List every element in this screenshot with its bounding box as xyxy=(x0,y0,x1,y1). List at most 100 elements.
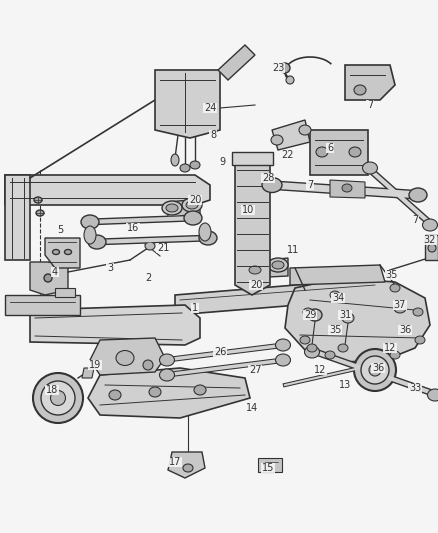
Ellipse shape xyxy=(183,464,193,472)
Polygon shape xyxy=(5,175,210,205)
Ellipse shape xyxy=(390,284,400,292)
Text: 32: 32 xyxy=(424,235,436,245)
Text: 12: 12 xyxy=(384,343,396,353)
Ellipse shape xyxy=(307,344,317,352)
Ellipse shape xyxy=(342,313,354,323)
Text: 19: 19 xyxy=(89,360,101,370)
Text: 11: 11 xyxy=(287,245,299,255)
Ellipse shape xyxy=(413,308,423,316)
Polygon shape xyxy=(55,288,75,297)
Text: 6: 6 xyxy=(327,143,333,153)
Ellipse shape xyxy=(268,258,288,272)
Ellipse shape xyxy=(64,249,71,254)
Text: 23: 23 xyxy=(272,63,284,73)
Text: 27: 27 xyxy=(249,365,261,375)
Ellipse shape xyxy=(272,261,284,269)
Ellipse shape xyxy=(180,164,190,172)
Ellipse shape xyxy=(50,391,66,406)
Ellipse shape xyxy=(34,197,42,203)
Ellipse shape xyxy=(149,387,161,397)
Polygon shape xyxy=(30,305,200,345)
Ellipse shape xyxy=(271,135,283,145)
Ellipse shape xyxy=(171,154,179,166)
Text: 17: 17 xyxy=(169,457,181,467)
Ellipse shape xyxy=(166,204,178,212)
Ellipse shape xyxy=(162,201,182,215)
Ellipse shape xyxy=(342,184,352,192)
Ellipse shape xyxy=(299,125,311,135)
Polygon shape xyxy=(168,452,205,478)
Polygon shape xyxy=(258,458,282,472)
Text: 1: 1 xyxy=(192,303,198,313)
Polygon shape xyxy=(218,45,255,80)
Polygon shape xyxy=(90,338,165,375)
Ellipse shape xyxy=(300,336,310,344)
Text: 33: 33 xyxy=(409,383,421,393)
Polygon shape xyxy=(285,278,430,362)
Ellipse shape xyxy=(190,161,200,169)
Ellipse shape xyxy=(325,351,335,359)
Ellipse shape xyxy=(415,336,425,344)
Ellipse shape xyxy=(303,308,313,316)
Ellipse shape xyxy=(423,219,438,231)
Ellipse shape xyxy=(84,226,96,244)
Ellipse shape xyxy=(184,211,202,225)
Text: 35: 35 xyxy=(386,270,398,280)
Polygon shape xyxy=(88,368,250,418)
Ellipse shape xyxy=(363,162,378,174)
Ellipse shape xyxy=(145,242,155,250)
Polygon shape xyxy=(290,265,385,285)
Text: 4: 4 xyxy=(52,267,58,277)
Ellipse shape xyxy=(286,76,294,84)
Text: 8: 8 xyxy=(210,130,216,140)
Polygon shape xyxy=(30,262,68,295)
Text: 14: 14 xyxy=(246,403,258,413)
Polygon shape xyxy=(175,278,385,315)
Ellipse shape xyxy=(308,309,322,321)
Ellipse shape xyxy=(109,390,121,400)
Ellipse shape xyxy=(338,344,348,352)
Ellipse shape xyxy=(354,85,366,95)
Ellipse shape xyxy=(304,346,319,358)
Polygon shape xyxy=(155,70,220,138)
Text: 20: 20 xyxy=(250,280,262,290)
Ellipse shape xyxy=(354,349,396,391)
Text: 2: 2 xyxy=(145,273,151,283)
Text: 10: 10 xyxy=(242,205,254,215)
Text: 7: 7 xyxy=(307,180,313,190)
Ellipse shape xyxy=(390,351,400,359)
Text: 12: 12 xyxy=(314,365,326,375)
Text: 22: 22 xyxy=(282,150,294,160)
Ellipse shape xyxy=(159,354,174,366)
Polygon shape xyxy=(5,295,80,315)
Ellipse shape xyxy=(53,249,60,254)
Ellipse shape xyxy=(186,201,198,209)
Text: 3: 3 xyxy=(107,263,113,273)
Ellipse shape xyxy=(194,385,206,395)
Polygon shape xyxy=(272,120,310,150)
Text: 7: 7 xyxy=(367,100,373,110)
Ellipse shape xyxy=(409,188,427,202)
Text: 18: 18 xyxy=(46,385,58,395)
Polygon shape xyxy=(5,175,30,260)
Text: 29: 29 xyxy=(304,310,316,320)
Ellipse shape xyxy=(182,198,202,212)
Text: 31: 31 xyxy=(339,310,351,320)
Ellipse shape xyxy=(428,244,436,252)
Polygon shape xyxy=(45,238,80,268)
Ellipse shape xyxy=(316,147,328,157)
Ellipse shape xyxy=(394,303,406,313)
Ellipse shape xyxy=(276,339,290,351)
Text: 13: 13 xyxy=(339,380,351,390)
Ellipse shape xyxy=(81,215,99,229)
Ellipse shape xyxy=(262,177,282,192)
Polygon shape xyxy=(168,199,200,217)
Ellipse shape xyxy=(199,223,211,241)
Text: 24: 24 xyxy=(204,103,216,113)
Polygon shape xyxy=(425,235,438,260)
Ellipse shape xyxy=(249,266,261,274)
Polygon shape xyxy=(330,180,365,198)
Text: 9: 9 xyxy=(219,157,225,167)
Text: 16: 16 xyxy=(127,223,139,233)
Ellipse shape xyxy=(33,373,83,423)
